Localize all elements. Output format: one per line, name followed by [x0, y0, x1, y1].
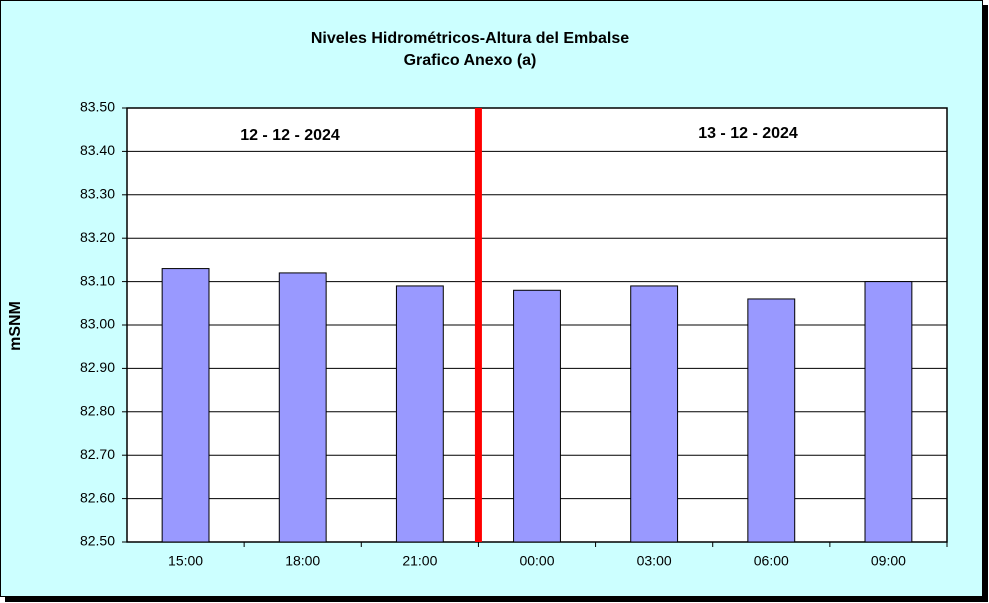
y-axis-label: mSNM [7, 301, 24, 351]
x-tick-label: 15:00 [168, 553, 203, 569]
x-tick-label: 00:00 [519, 553, 554, 569]
y-tick-label: 83.30 [80, 186, 115, 202]
chart-title: Niveles Hidrométricos-Altura del Embalse [311, 30, 629, 47]
y-tick-label: 82.70 [80, 446, 115, 462]
bar [864, 281, 913, 543]
x-tick-label: 21:00 [402, 553, 437, 569]
chart-subtitle: Grafico Anexo (a) [404, 52, 537, 69]
y-tick-label: 83.10 [80, 272, 115, 288]
bar [395, 285, 444, 543]
y-tick-label: 83.20 [80, 229, 115, 245]
x-tick-label: 18:00 [285, 553, 320, 569]
y-tick-label: 82.50 [80, 533, 115, 549]
x-tick-label: 06:00 [754, 553, 789, 569]
x-tick-label: 03:00 [637, 553, 672, 569]
y-tick-label: 83.50 [80, 99, 115, 115]
annotation: 13 - 12 - 2024 [698, 125, 798, 142]
bar [278, 272, 327, 543]
x-tick-label: 09:00 [871, 553, 906, 569]
y-tick-label: 83.00 [80, 316, 115, 332]
y-tick-label: 82.80 [80, 403, 115, 419]
annotation: 12 - 12 - 2024 [240, 127, 340, 144]
bar [630, 285, 679, 543]
y-tick-label: 82.60 [80, 489, 115, 505]
bar [747, 298, 796, 543]
bar [161, 268, 210, 543]
y-tick-label: 83.40 [80, 142, 115, 158]
y-tick-label: 82.90 [80, 359, 115, 375]
bar [513, 289, 561, 543]
